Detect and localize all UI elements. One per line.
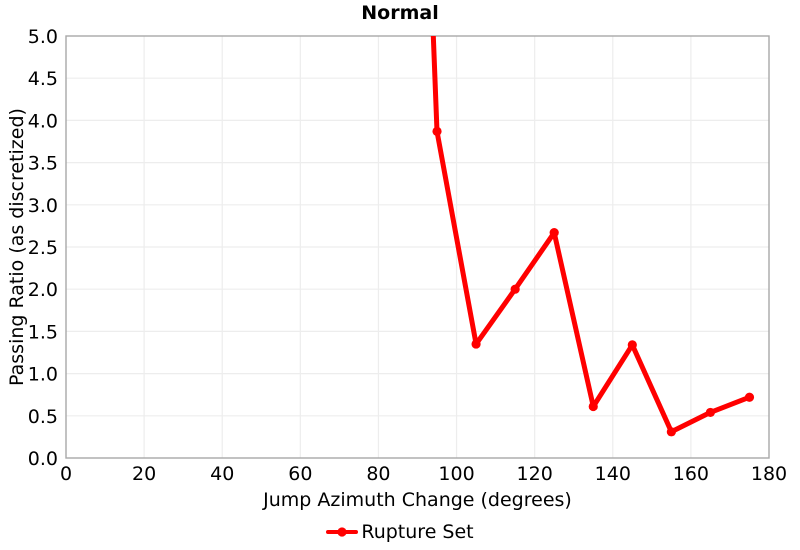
- data-point-marker: [471, 339, 481, 349]
- x-axis-label: Jump Azimuth Change (degrees): [263, 489, 572, 511]
- data-point-marker: [705, 407, 716, 418]
- chart-title: Normal: [361, 2, 439, 24]
- x-tick-label: 60: [288, 463, 312, 485]
- data-point-marker: [432, 126, 442, 136]
- data-point-marker: [549, 228, 559, 238]
- y-tick-label: 4.0: [28, 110, 58, 132]
- x-tick-label: 160: [673, 463, 709, 485]
- legend-line-marker-icon: [326, 527, 359, 537]
- y-tick-label: 1.0: [28, 364, 58, 386]
- y-tick-label: 2.0: [28, 279, 58, 301]
- data-point-marker: [744, 392, 755, 402]
- data-point-marker: [510, 284, 520, 294]
- data-point-marker: [588, 401, 598, 412]
- x-tick-label: 180: [751, 463, 787, 485]
- y-tick-label: 2.5: [28, 237, 58, 259]
- series-line: [430, 36, 751, 435]
- x-tick-label: 20: [132, 463, 156, 485]
- x-tick-label: 100: [438, 463, 474, 485]
- data-point-marker: [627, 340, 637, 350]
- legend-label: Rupture Set: [361, 521, 474, 543]
- x-tick-label: 40: [210, 463, 234, 485]
- y-tick-label: 1.5: [28, 321, 58, 343]
- y-tick-label: 0.0: [28, 448, 58, 470]
- data-point-marker: [666, 427, 676, 437]
- x-tick-label: 120: [517, 463, 553, 485]
- x-tick-label: 140: [595, 463, 631, 485]
- x-tick-label: 0: [60, 463, 72, 485]
- y-axis-label: Passing Ratio (as discretized): [6, 108, 28, 386]
- y-tick-label: 5.0: [28, 26, 58, 48]
- y-tick-label: 3.0: [28, 195, 58, 217]
- plot-border: [65, 35, 770, 459]
- y-tick-label: 4.5: [28, 68, 58, 90]
- y-tick-label: 3.5: [28, 153, 58, 175]
- x-tick-label: 80: [366, 463, 390, 485]
- y-tick-label: 0.5: [28, 406, 58, 428]
- legend: Rupture Set: [0, 519, 800, 545]
